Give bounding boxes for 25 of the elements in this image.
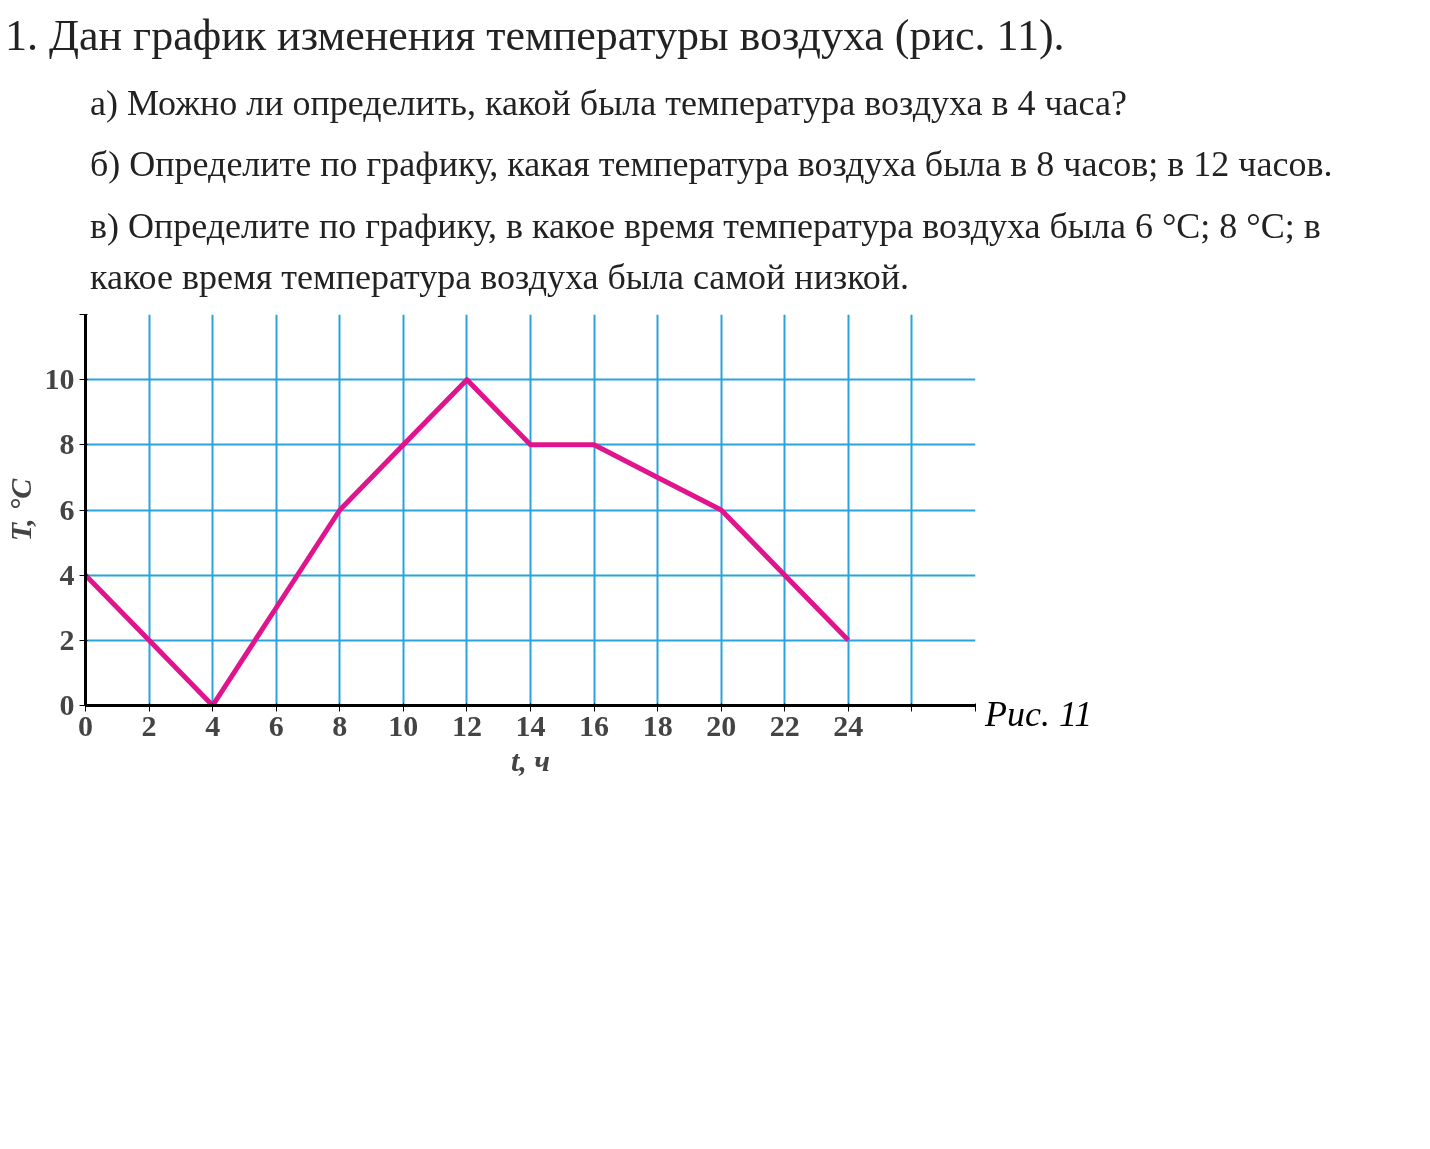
chart-title: 1. Дан график изменения температуры воздуха (рис. 11).: [5, 10, 1065, 62]
text: а) Можно ли определить, какой была температура воздуха в 4 часа?: [90, 81, 1127, 125]
x-tick-label: 20: [706, 708, 737, 742]
y-tick-label: 0: [59, 687, 75, 721]
y-tick-label: 4: [59, 557, 75, 591]
text: Рис. 11: [985, 692, 1093, 736]
y-axis-title: T, °C: [3, 477, 37, 541]
x-tick-label: 24: [833, 708, 864, 742]
x-tick-label: 10: [388, 708, 419, 742]
x-tick-label: 2: [141, 708, 157, 742]
y-tick-label: 8: [59, 426, 75, 460]
x-tick-label: 6: [268, 708, 284, 742]
x-tick-label: 18: [642, 708, 673, 742]
text: в) Определите по графику, в какое время температура воздуха была 6 °C; 8 °C; в какое время температура воздуха была самой низкой.: [90, 204, 1322, 300]
text: б) Определите по графику, какая температура воздуха была в 8 часов; в 12 часов.: [90, 143, 1333, 187]
x-tick-label: 12: [451, 708, 482, 742]
y-tick-label: 10: [44, 361, 75, 395]
x-tick-label: 4: [205, 708, 221, 742]
x-axis-title: t, ч: [510, 743, 551, 777]
y-tick-label: 2: [59, 622, 75, 656]
x-tick-label: 8: [332, 708, 348, 742]
x-tick-label: 22: [769, 708, 800, 742]
x-tick-label: 16: [579, 708, 610, 742]
x-tick-label: 14: [515, 708, 546, 742]
y-tick-label: 6: [59, 492, 75, 526]
